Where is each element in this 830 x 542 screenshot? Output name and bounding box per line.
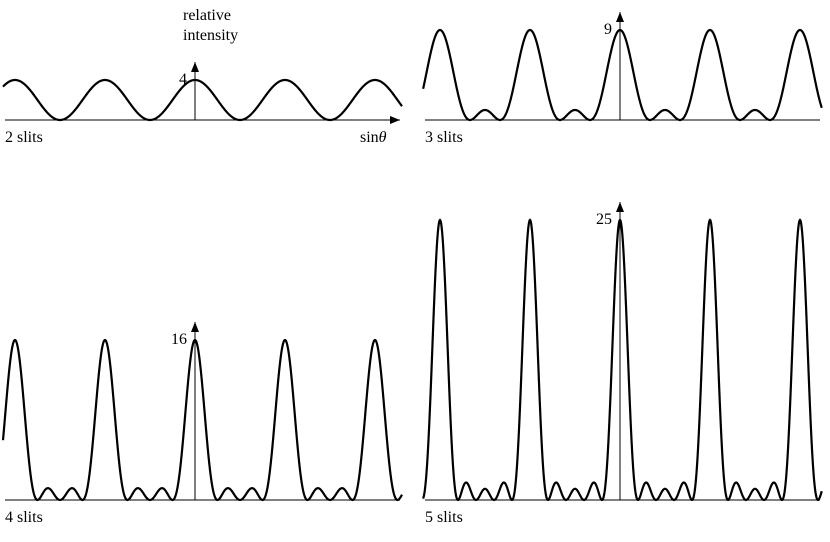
- slit-count-label: 5 slits: [425, 509, 463, 526]
- y-axis-title-line2: intensity: [183, 27, 238, 44]
- peak-value-label: 4: [179, 71, 187, 88]
- chart-2slits: 4 2 slits relative intensity sinθ: [0, 0, 405, 175]
- panel-4slits: 16 4 slits: [0, 310, 405, 540]
- intensity-curve: [423, 220, 822, 500]
- chart-4slits: 16 4 slits: [0, 310, 405, 540]
- y-axis-title-line1: relative: [183, 7, 231, 24]
- intensity-curve: [3, 340, 402, 500]
- slit-count-label: 3 slits: [425, 129, 463, 146]
- x-axis-label: sinθ: [360, 129, 387, 146]
- intensity-curve: [3, 80, 402, 120]
- peak-value-label: 25: [596, 211, 612, 228]
- panel-3slits: 9 3 slits: [420, 0, 825, 175]
- intensity-curve: [423, 30, 822, 120]
- peak-value-label: 16: [171, 331, 187, 348]
- slit-count-label: 4 slits: [5, 509, 43, 526]
- panel-2slits: 4 2 slits relative intensity sinθ: [0, 0, 405, 175]
- slit-count-label: 2 slits: [5, 129, 43, 146]
- panel-5slits: 25 5 slits: [420, 190, 825, 540]
- chart-3slits: 9 3 slits: [420, 0, 825, 175]
- chart-5slits: 25 5 slits: [420, 190, 825, 540]
- peak-value-label: 9: [604, 21, 612, 38]
